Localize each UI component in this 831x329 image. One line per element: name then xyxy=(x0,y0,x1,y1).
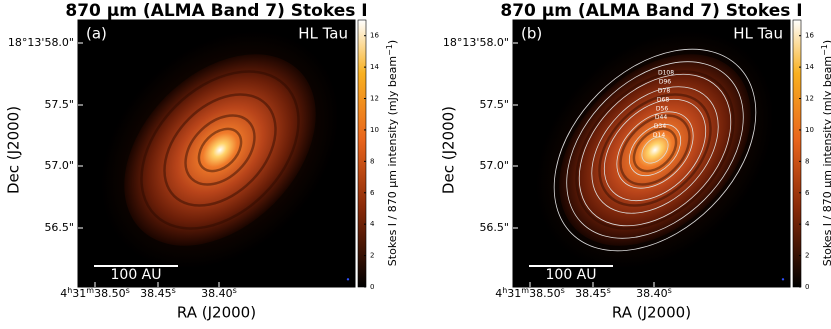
colorbar-tick-label: 14 xyxy=(370,63,379,71)
colorbar-label-part: Stokes I / 870 μm intensity (mJy beam xyxy=(386,56,399,266)
y-tick-label: 57.0" xyxy=(44,159,74,172)
y-axis-label: Dec (J2000) xyxy=(440,106,458,194)
colorbar-label: Stokes I / 870 μm intensity (mJy beam−1) xyxy=(385,40,400,266)
x-tick-label: 4h31m38.50s xyxy=(495,286,565,301)
colorbar-tick-label: 6 xyxy=(805,189,810,197)
y-tick-label: 56.5" xyxy=(44,221,74,234)
contour-label: D108 xyxy=(658,70,674,77)
colorbar-tick-label: 2 xyxy=(370,252,374,260)
x-tick-label: 38.40s xyxy=(636,286,672,301)
colorbar-label: Stokes I / 870 μm intensity (mJy beam−1) xyxy=(820,40,831,266)
contour-label: D96 xyxy=(659,78,671,85)
contour-label: D78 xyxy=(658,87,670,94)
colorbar-tick-label: 12 xyxy=(805,95,814,103)
x-tick-label-part: s xyxy=(561,286,565,295)
colorbar-label-part: −1 xyxy=(820,44,829,56)
contour-label: D14 xyxy=(653,132,665,139)
source-name: HL Tau xyxy=(298,25,348,43)
x-tick-label-part: m xyxy=(521,286,529,295)
contour-label: D34 xyxy=(654,123,666,130)
colorbar-tick-label: 10 xyxy=(370,126,379,134)
colorbar-tick-label: 12 xyxy=(370,95,379,103)
x-tick-label-part: s xyxy=(607,286,611,295)
x-tick-label-part: 4 xyxy=(495,287,502,300)
colorbar-tick-label: 10 xyxy=(805,126,814,134)
colorbar-tick-label: 0 xyxy=(370,283,374,291)
y-tick-label: 18°13'58.0" xyxy=(443,36,509,49)
colorbar-tick-label: 8 xyxy=(805,157,809,165)
x-axis-label: RA (J2000) xyxy=(177,304,256,322)
colorbar-label-part: ) xyxy=(386,40,399,44)
y-tick-label: 18°13'58.0" xyxy=(8,36,74,49)
colorbar-tick-label: 2 xyxy=(805,252,809,260)
x-tick-label-part: 31 xyxy=(507,287,521,300)
colorbar-tick-label: 14 xyxy=(805,63,814,71)
colorbar-tick-label: 6 xyxy=(370,189,375,197)
x-tick-label-part: 38.50 xyxy=(529,287,561,300)
colorbar-label-part: Stokes I / 870 μm intensity (mJy beam xyxy=(821,56,831,266)
x-tick-label-part: 38.45 xyxy=(140,287,172,300)
colorbar-tick-label: 16 xyxy=(370,32,379,40)
x-tick-label: 4h31m38.50s xyxy=(60,286,130,301)
colorbar-tick-label: 4 xyxy=(370,220,375,228)
y-axis-label: Dec (J2000) xyxy=(5,106,23,194)
colorbar-label-part: −1 xyxy=(385,44,394,56)
panel-title: 870 μm (ALMA Band 7) Stokes I xyxy=(500,1,802,21)
x-tick-label-part: 38.40 xyxy=(201,287,233,300)
y-tick-label: 57.5" xyxy=(479,98,509,111)
colorbar-label-part: ) xyxy=(821,40,831,44)
x-tick-label: 38.45s xyxy=(575,286,611,301)
scale-bar-label: 100 AU xyxy=(546,267,597,283)
scale-bar-label: 100 AU xyxy=(111,267,162,283)
panel-title: 870 μm (ALMA Band 7) Stokes I xyxy=(65,1,367,21)
x-tick-label-part: s xyxy=(668,286,672,295)
x-tick-label-part: s xyxy=(172,286,176,295)
source-name: HL Tau xyxy=(733,25,783,43)
x-tick-label-part: 31 xyxy=(72,287,86,300)
y-tick-label: 57.0" xyxy=(479,159,509,172)
x-tick-label-part: m xyxy=(86,286,94,295)
colorbar xyxy=(358,20,366,287)
x-tick-label-part: s xyxy=(126,286,130,295)
contour-label: D56 xyxy=(656,105,668,112)
y-tick-label: 56.5" xyxy=(479,221,509,234)
x-tick-label: 38.45s xyxy=(140,286,176,301)
y-tick-label: 57.5" xyxy=(44,98,74,111)
contour-label: D44 xyxy=(655,114,667,121)
x-tick-label-part: 38.50 xyxy=(94,287,126,300)
colorbar-tick-label: 8 xyxy=(370,157,374,165)
x-tick-label-part: 38.45 xyxy=(575,287,607,300)
x-axis-label: RA (J2000) xyxy=(612,304,691,322)
x-tick-label-part: 38.40 xyxy=(636,287,668,300)
beam: • xyxy=(346,276,351,285)
panel-label: (b) xyxy=(521,25,542,43)
colorbar-tick-label: 4 xyxy=(805,220,810,228)
x-tick-label-part: 4 xyxy=(60,287,67,300)
panel-label: (a) xyxy=(86,25,107,43)
colorbar-tick-label: 0 xyxy=(805,283,809,291)
colorbar xyxy=(793,20,801,287)
x-tick-label-part: s xyxy=(233,286,237,295)
colorbar-tick-label: 16 xyxy=(805,32,814,40)
x-tick-label: 38.40s xyxy=(201,286,237,301)
beam: • xyxy=(781,276,786,285)
contour-label: D68 xyxy=(657,96,669,103)
